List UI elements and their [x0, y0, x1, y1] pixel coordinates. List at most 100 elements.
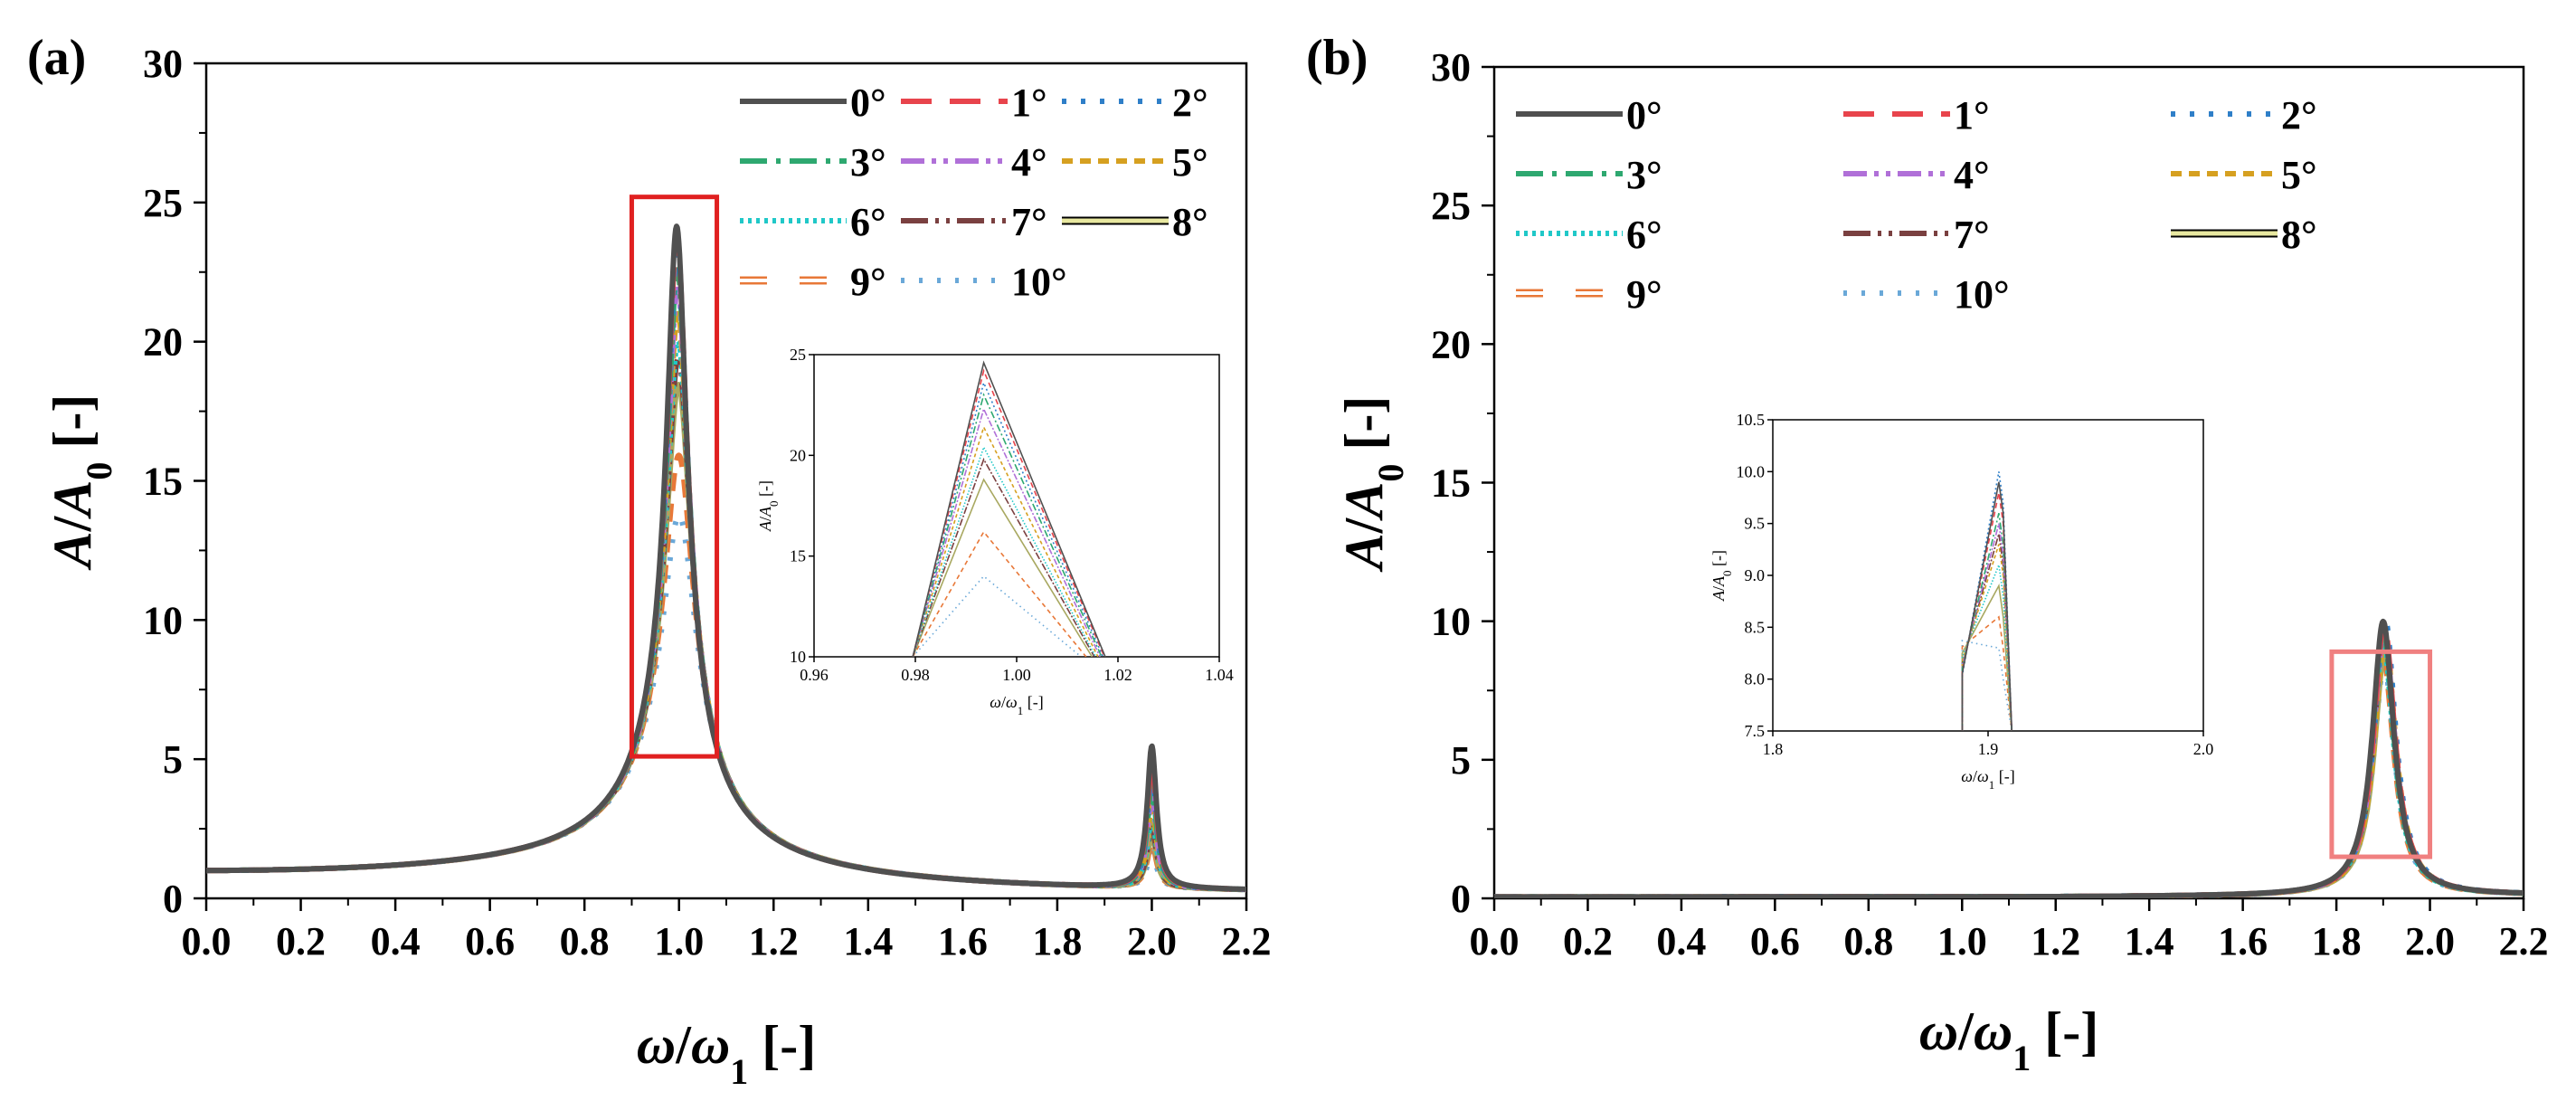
- x-tick-label: 2.2: [1222, 919, 1272, 963]
- legend-label: 0°: [850, 81, 886, 125]
- panel-b: 0.0 0.2 0.4 0.6 0.8 1.0 1.2 1.4 1.6 1.8 2.0 2.2 0 5 10…: [1306, 30, 2549, 1078]
- inset-y-tick-label: 7.5: [1745, 722, 1766, 740]
- legend: 0° 1° 2° 3° 4° 5° 6° 7° 8° 9° 10°: [740, 81, 1208, 304]
- legend-label: 8°: [2281, 213, 2317, 257]
- legend-label: 2°: [2281, 93, 2317, 138]
- x-tick-label: 1.2: [2031, 919, 2080, 963]
- x-tick-label: 2.2: [2499, 919, 2549, 963]
- y-tick-label: 15: [1431, 461, 1471, 506]
- inset-frame: [813, 354, 1220, 658]
- inset-y-label: A/A0 [-]: [1709, 550, 1734, 602]
- inset-x-tick-label: 1.00: [1002, 666, 1031, 684]
- y-tick-label: 30: [143, 42, 183, 86]
- inset-x-tick-label: 1.9: [1978, 740, 1999, 758]
- y-tick-label: 10: [1431, 600, 1471, 644]
- legend-label: 5°: [2281, 153, 2317, 197]
- legend-label: 5°: [1172, 140, 1208, 185]
- inset-series-line-4: [912, 406, 1101, 657]
- x-tick-label: 0.8: [1843, 919, 1893, 963]
- inset-x-tick-label: 1.04: [1205, 666, 1234, 684]
- x-tick-label: 0.0: [1470, 919, 1520, 963]
- legend-label: 10°: [1011, 260, 1067, 304]
- y-tick-label: 10: [143, 598, 183, 642]
- legend-label: 8°: [1172, 200, 1208, 244]
- legend-label: 4°: [1011, 140, 1047, 185]
- inset-y-tick-label: 20: [790, 446, 806, 464]
- x-tick-label: 1.8: [2312, 919, 2362, 963]
- legend-label: 9°: [850, 260, 886, 304]
- inset-series-line-9: [1961, 615, 2012, 731]
- inset: 1.8 1.9 2.0 7.5 8.0 8.5 9.0 9.5 10.0 10.5 ω/ω1 [-]…: [1709, 411, 2213, 792]
- inset-x-tick-label: 0.98: [901, 666, 930, 684]
- x-tick-label: 2.0: [2405, 919, 2455, 963]
- x-tick-label: 0.2: [1563, 919, 1613, 963]
- inset-y-label: A/A0 [-]: [756, 480, 781, 532]
- inset-y-tick-label: 9.5: [1745, 515, 1766, 533]
- x-tick-label: 0.0: [182, 919, 232, 963]
- inset-series-line-7: [912, 457, 1095, 657]
- x-tick-label: 1.4: [2125, 919, 2174, 963]
- inset-x-label: ω/ω1 [-]: [1961, 767, 2014, 792]
- series-line-0: [206, 223, 1246, 892]
- highlight-box: [629, 195, 720, 759]
- x-tick-label: 0.6: [465, 919, 515, 963]
- legend-label: 6°: [1626, 213, 1662, 257]
- inset-y-tick-label: 9.0: [1745, 566, 1766, 584]
- x-axis-label: ω/ω1 [-]: [1919, 1001, 2098, 1078]
- series-group: [206, 223, 1246, 893]
- inset-series-line-0: [1961, 481, 2012, 731]
- legend-label: 1°: [1954, 93, 1990, 138]
- inset-y-tick-label: 10.0: [1737, 462, 1766, 480]
- y-axis-label: A/A0 [-]: [1334, 396, 1411, 574]
- panel-label: (a): [27, 30, 86, 86]
- legend-label: 7°: [1011, 200, 1047, 244]
- x-tick-label: 1.0: [654, 919, 704, 963]
- legend-label: 6°: [850, 200, 886, 244]
- y-tick-label: 25: [143, 181, 183, 225]
- inset-x-tick-label: 1.02: [1103, 666, 1132, 684]
- inset-series-line-8: [912, 478, 1094, 657]
- y-tick-label: 5: [163, 737, 183, 782]
- y-tick-label: 0: [163, 877, 183, 921]
- panel-a: 0.0 0.2 0.4 0.6 0.8 1.0 1.2 1.4 1.6 1.8 2.0 2.2 0 5 10…: [27, 30, 1272, 1092]
- inset-x-tick-label: 0.96: [800, 666, 829, 684]
- x-tick-label: 0.4: [371, 919, 421, 963]
- y-axis-label: A/A0 [-]: [43, 394, 119, 572]
- y-tick-label: 20: [1431, 322, 1471, 366]
- inset-series-line-10: [912, 574, 1082, 657]
- legend: 0° 1° 2° 3° 4° 5° 6° 7° 8° 9° 10°: [1516, 93, 2317, 317]
- legend-label: 2°: [1172, 81, 1208, 125]
- inset-series: [912, 360, 1106, 657]
- panel-label: (b): [1306, 30, 1368, 86]
- y-tick-label: 25: [1431, 184, 1471, 228]
- x-tick-label: 1.6: [938, 919, 988, 963]
- inset-series-line-3: [912, 393, 1103, 657]
- inset-y-tick-label: 25: [790, 346, 806, 364]
- legend-label: 7°: [1954, 213, 1990, 257]
- inset: 0.96 0.98 1.00 1.02 1.04 10 15 20 25 ω/ω1 [-] A/A0…: [756, 346, 1234, 717]
- x-tick-label: 1.2: [749, 919, 799, 963]
- x-axis-label: ω/ω1 [-]: [637, 1015, 816, 1092]
- y-tick-label: 30: [1431, 45, 1471, 90]
- inset-x-label: ω/ω1 [-]: [990, 693, 1043, 717]
- y-tick-label: 15: [143, 460, 183, 504]
- legend-label: 10°: [1954, 272, 2010, 317]
- y-tick-label: 20: [143, 320, 183, 365]
- legend-label: 1°: [1011, 81, 1047, 125]
- x-tick-label: 2.0: [1127, 919, 1177, 963]
- inset-y-tick-label: 8.0: [1745, 670, 1766, 688]
- inset-series-line-6: [912, 445, 1097, 657]
- highlight-box: [2329, 649, 2433, 859]
- x-tick-label: 0.2: [276, 919, 326, 963]
- x-tick-label: 1.0: [1937, 919, 1987, 963]
- inset-y-tick-label: 10.5: [1737, 411, 1766, 429]
- x-tick-label: 1.6: [2218, 919, 2268, 963]
- legend-label: 3°: [850, 140, 886, 185]
- inset-series-line-0: [912, 360, 1106, 657]
- inset-series: [1961, 471, 2012, 731]
- inset-series-line-3: [1961, 513, 2012, 731]
- y-tick-label: 5: [1451, 738, 1471, 783]
- legend-label: 9°: [1626, 272, 1662, 317]
- legend-label: 0°: [1626, 93, 1662, 138]
